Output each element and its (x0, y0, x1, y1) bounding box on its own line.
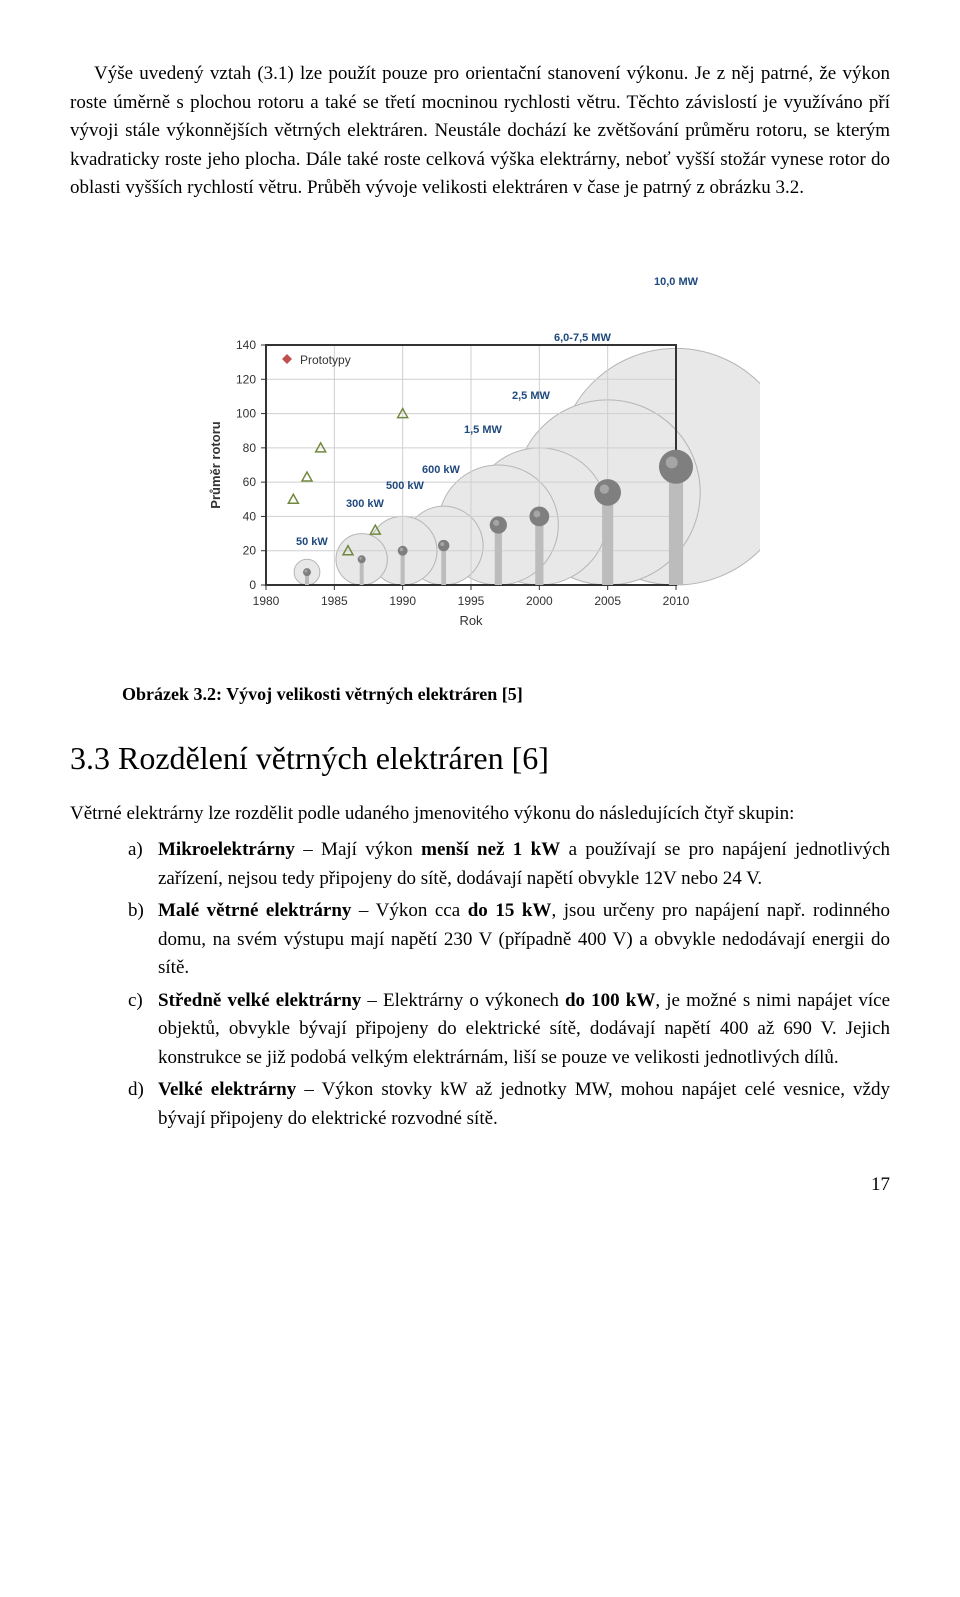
text: , je možné s (655, 990, 750, 1011)
term: Mikroelektrárny (158, 839, 295, 860)
list-marker: d) (128, 1076, 144, 1105)
classification-list: a) Mikroelektrárny – Mají výkon menší ne… (70, 836, 890, 1133)
list-item: c) Středně velké elektrárny – Elektrárny… (128, 987, 890, 1073)
list-marker: a) (128, 836, 143, 865)
term: menší než 1 kW (421, 839, 560, 860)
svg-text:20: 20 (243, 543, 257, 557)
svg-text:80: 80 (243, 440, 257, 454)
term: Velké elektrárny (158, 1079, 296, 1100)
figure-caption: Obrázek 3.2: Vývoj velikosti větrných el… (70, 681, 890, 708)
svg-text:Prototypy: Prototypy (300, 353, 351, 367)
svg-text:500 kW: 500 kW (386, 480, 425, 492)
svg-text:0: 0 (249, 578, 256, 592)
svg-text:140: 140 (236, 338, 256, 352)
list-item: b) Malé větrné elektrárny – Výkon cca do… (128, 897, 890, 983)
text: – Výkon cca (351, 900, 467, 921)
svg-text:2005: 2005 (594, 594, 621, 608)
list-item: a) Mikroelektrárny – Mají výkon menší ne… (128, 836, 890, 893)
svg-text:10,0 MW: 10,0 MW (654, 276, 699, 288)
list-marker: b) (128, 897, 144, 926)
svg-text:2010: 2010 (663, 594, 690, 608)
svg-text:1,5 MW: 1,5 MW (464, 424, 503, 436)
svg-text:Rok: Rok (459, 613, 483, 628)
text: – Elektrárny o výkonech (361, 990, 565, 1011)
turbine-size-chart: 50 kW 300 kW500 kW 600 kW 1,5 MW 2,5 MW 6,0-7… (200, 223, 760, 663)
svg-text:40: 40 (243, 509, 257, 523)
svg-text:1990: 1990 (389, 594, 416, 608)
term: Středně velké elektrárny (158, 990, 361, 1011)
text: – Mají výkon (295, 839, 421, 860)
svg-text:600 kW: 600 kW (422, 464, 461, 476)
svg-text:60: 60 (243, 475, 257, 489)
section-heading-3-3: 3.3 Rozdělení větrných elektráren [6] (70, 734, 890, 782)
svg-text:1985: 1985 (321, 594, 348, 608)
term: do 15 kW (468, 900, 552, 921)
paragraph-1: Výše uvedený vztah (3.1) lze použít pouz… (70, 60, 890, 203)
svg-text:300 kW: 300 kW (346, 498, 385, 510)
page-number: 17 (70, 1171, 890, 1200)
svg-text:Průměr rotoru: Průměr rotoru (208, 421, 223, 508)
svg-text:2000: 2000 (526, 594, 553, 608)
paragraph-2: Větrné elektrárny lze rozdělit podle uda… (70, 800, 890, 829)
term: do 100 kW (565, 990, 655, 1011)
list-marker: c) (128, 987, 143, 1016)
term: Malé větrné elektrárny (158, 900, 351, 921)
text: obrázku 3.2. (710, 177, 804, 198)
svg-text:1980: 1980 (253, 594, 280, 608)
svg-text:100: 100 (236, 406, 256, 420)
svg-text:50 kW: 50 kW (296, 536, 328, 548)
figure-container: 50 kW 300 kW500 kW 600 kW 1,5 MW 2,5 MW 6,0-7… (200, 223, 760, 663)
text: čase je patrný z (587, 177, 705, 198)
svg-text:6,0-7,5 MW: 6,0-7,5 MW (554, 332, 611, 344)
svg-text:1995: 1995 (458, 594, 485, 608)
list-item: d) Velké elektrárny – Výkon stovky kW až… (128, 1076, 890, 1133)
svg-text:2,5 MW: 2,5 MW (512, 390, 551, 402)
svg-text:120: 120 (236, 372, 256, 386)
